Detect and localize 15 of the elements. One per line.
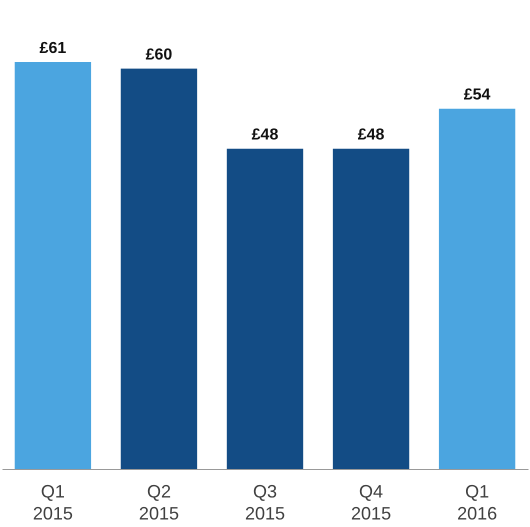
bar xyxy=(332,148,410,469)
bar xyxy=(14,62,92,469)
x-tick-label: Q2 2015 xyxy=(138,482,179,524)
x-tick-label: Q1 2015 xyxy=(32,482,73,524)
data-label: £61 xyxy=(40,40,66,57)
data-label: £54 xyxy=(464,86,491,104)
data-label: £48 xyxy=(252,126,278,144)
x-tick-label: Q3 2015 xyxy=(244,482,286,524)
x-tick-label: Q4 2015 xyxy=(351,482,392,524)
bar xyxy=(226,148,304,469)
bar xyxy=(438,108,516,469)
data-label: £48 xyxy=(358,126,384,144)
bar xyxy=(120,68,198,469)
x-tick-label: Q1 2016 xyxy=(457,482,498,524)
data-label: £60 xyxy=(146,46,172,64)
